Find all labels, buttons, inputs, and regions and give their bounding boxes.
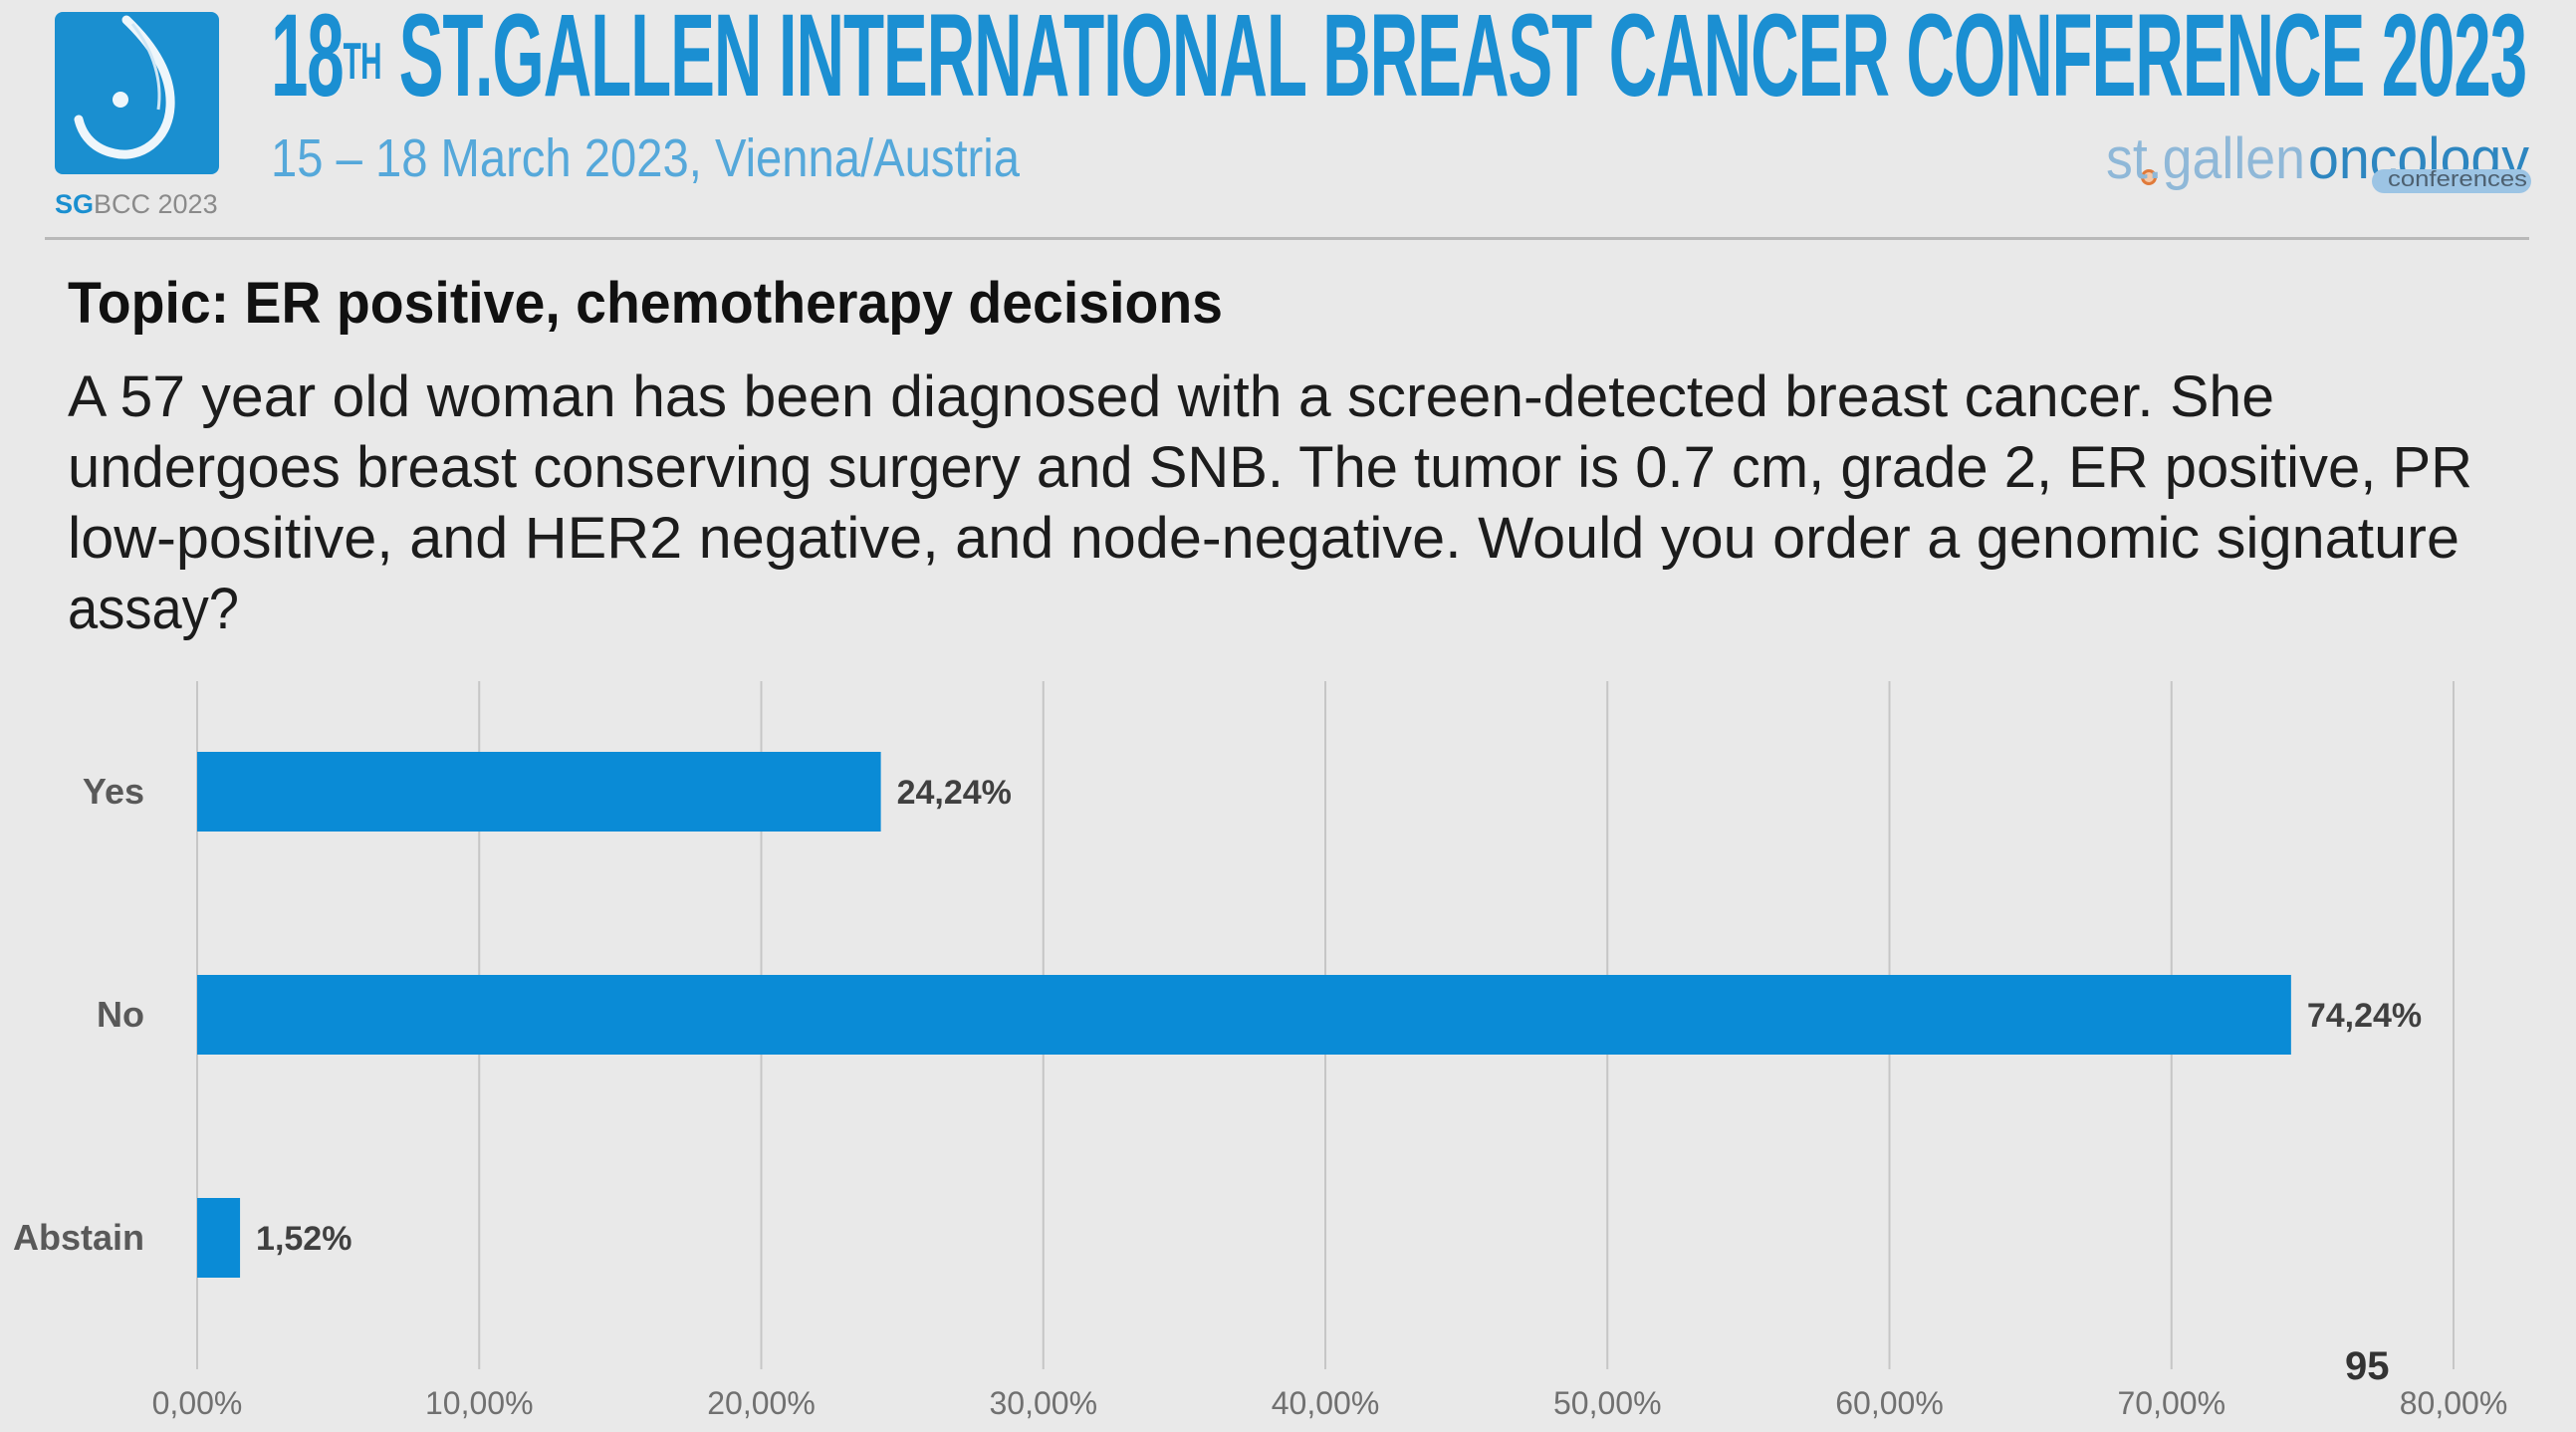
- x-tick-label: 10,00%: [425, 1385, 534, 1421]
- x-tick-label: 20,00%: [707, 1385, 816, 1421]
- bar-no: [197, 975, 2291, 1055]
- question-line-4: assay?: [68, 577, 239, 641]
- conference-subtitle: 15 – 18 March 2023, Vienna/Austria: [271, 128, 1020, 188]
- sgbcc-logo: [55, 12, 219, 174]
- question-line-1: A 57 year old woman has been diagnosed w…: [68, 364, 2274, 429]
- x-tick-label: 50,00%: [1553, 1385, 1662, 1421]
- logo-caption: SGBCC 2023: [55, 189, 218, 220]
- x-tick-label: 70,00%: [2117, 1385, 2225, 1421]
- labels: 0,00% 10,00% 20,00% 30,00% 40,00% 50,00% 60,00…: [13, 771, 2507, 1421]
- logo-caption-sg: SG: [55, 189, 95, 219]
- x-tick-label: 30,00%: [989, 1385, 1097, 1421]
- x-tick-label: 40,00%: [1272, 1385, 1380, 1421]
- question-line-2: undergoes breast conserving surgery and …: [68, 435, 2472, 500]
- slide-number: 95: [2345, 1344, 2390, 1388]
- bar-yes: [197, 752, 881, 832]
- org-logo-dot-icon: [2141, 169, 2157, 185]
- title-number: 18: [271, 0, 345, 121]
- org-logo-conferences: conferences: [2388, 166, 2527, 191]
- x-tick-label: 60,00%: [1835, 1385, 1944, 1421]
- title-main: ST.GALLEN INTERNATIONAL BREAST CANCER CO…: [398, 0, 2528, 121]
- category-label: Abstain: [13, 1217, 144, 1258]
- bar-chart: 0,00% 10,00% 20,00% 30,00% 40,00% 50,00% 60,00…: [13, 681, 2507, 1421]
- category-label: No: [97, 994, 144, 1035]
- value-label: 24,24%: [897, 774, 1012, 812]
- conference-title: 18TH ST.GALLEN INTERNATIONAL BREAST CANC…: [271, 0, 2527, 116]
- breast-logo-icon: [74, 15, 175, 159]
- bars: [197, 752, 2291, 1278]
- x-tick-label: 80,00%: [2400, 1385, 2508, 1421]
- x-tick-label: 0,00%: [152, 1385, 243, 1421]
- org-logo-badge: [2372, 169, 2531, 193]
- org-logo-stgallen: st.gallen: [2106, 126, 2305, 191]
- topic-heading: Topic: ER positive, chemotherapy decisio…: [68, 271, 1223, 336]
- category-label: Yes: [83, 771, 144, 812]
- value-label: 1,52%: [256, 1220, 351, 1258]
- value-label: 74,24%: [2307, 997, 2422, 1035]
- question-line-3: low-positive, and HER2 negative, and nod…: [68, 506, 2459, 571]
- header-divider: [45, 237, 2529, 240]
- title-suffix: TH: [343, 33, 382, 91]
- logo-caption-rest: BCC 2023: [94, 189, 218, 219]
- bar-abstain: [197, 1198, 241, 1278]
